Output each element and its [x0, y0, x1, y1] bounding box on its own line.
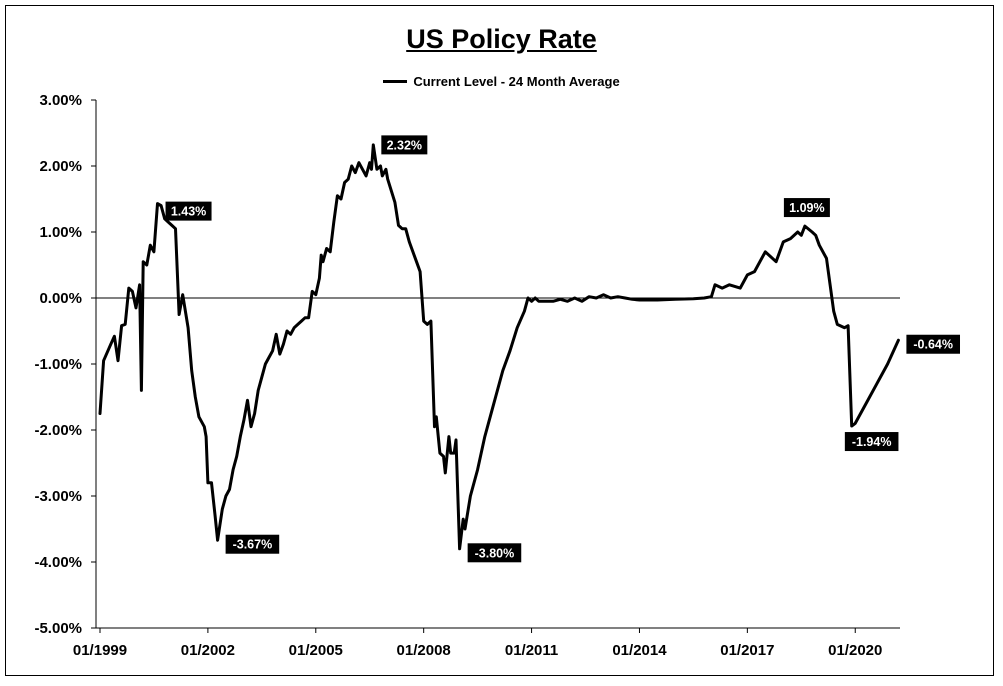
callout-label: 2.32% — [387, 138, 422, 152]
legend-label: Current Level - 24 Month Average — [413, 74, 620, 89]
y-tick-label: -1.00% — [34, 356, 82, 373]
x-tick-label: 01/1999 — [73, 642, 127, 659]
x-tick-label: 01/2011 — [505, 642, 558, 659]
y-tick-label: 2.00% — [39, 158, 82, 175]
x-tick-label: 01/2002 — [181, 642, 235, 659]
y-tick-label: 0.00% — [39, 290, 82, 307]
legend: Current Level - 24 Month Average — [0, 74, 1003, 89]
chart-frame — [5, 5, 994, 676]
x-tick-label: 01/2014 — [612, 642, 667, 659]
callout-label: 1.09% — [789, 201, 824, 215]
y-tick-label: 1.00% — [39, 224, 82, 241]
y-tick-label: -5.00% — [34, 620, 82, 637]
x-tick-label: 01/2008 — [397, 642, 451, 659]
x-tick-label: 01/2017 — [720, 642, 774, 659]
callout-label: -0.64% — [913, 338, 953, 352]
x-tick-label: 01/2020 — [828, 642, 882, 659]
callout-box — [467, 543, 522, 563]
callout-box — [165, 201, 212, 221]
y-tick-label: 3.00% — [39, 92, 82, 109]
callout-box — [844, 432, 899, 452]
x-tick-label: 01/2005 — [289, 642, 343, 659]
callout-label: -3.67% — [233, 538, 273, 552]
y-tick-label: -2.00% — [34, 422, 82, 439]
callout-label: -3.80% — [475, 546, 515, 560]
callout-label: -1.94% — [852, 435, 892, 449]
callout-box — [381, 135, 428, 155]
callout-box — [783, 198, 830, 218]
legend-swatch — [383, 80, 408, 83]
series-line — [98, 143, 900, 551]
callout-label: 1.43% — [171, 205, 206, 219]
callout-box — [225, 534, 280, 554]
callout-box — [906, 334, 961, 354]
chart-title: US Policy Rate — [406, 24, 597, 54]
y-tick-label: -3.00% — [34, 488, 82, 505]
y-tick-label: -4.00% — [34, 554, 82, 571]
